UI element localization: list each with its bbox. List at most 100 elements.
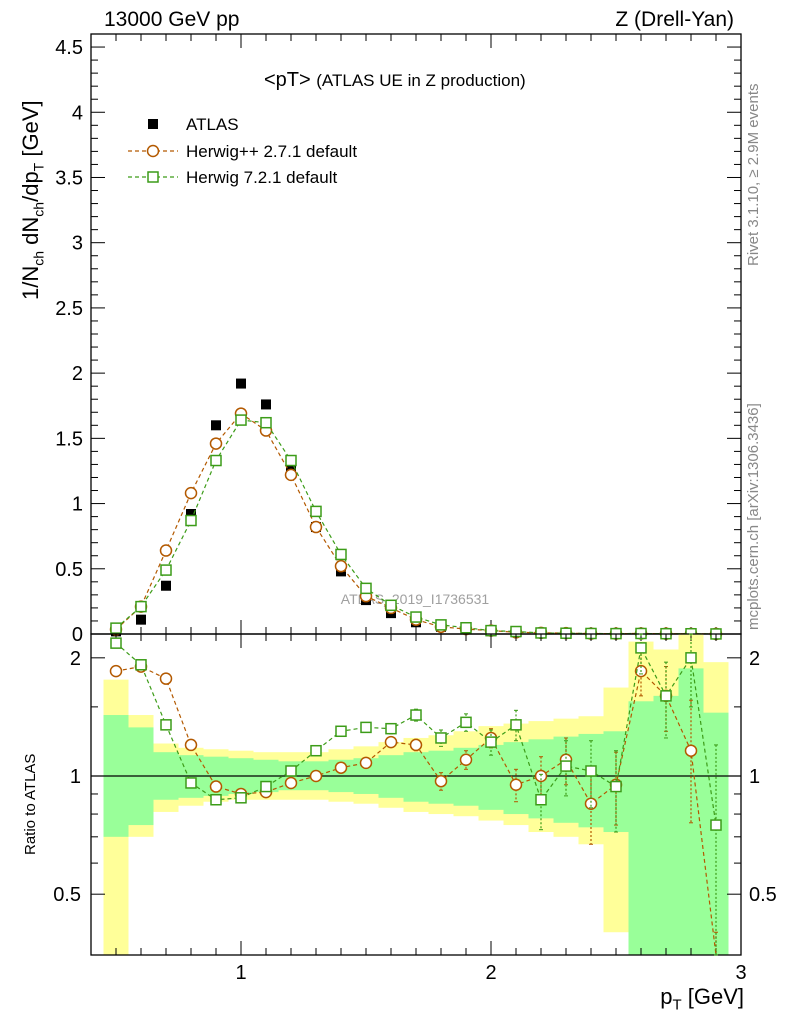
watermark: ATLAS_2019_I1736531 [341, 591, 490, 607]
ratio-data-point [410, 709, 422, 721]
main-y-tick-label: 2 [72, 363, 83, 385]
main-data-point [335, 548, 347, 561]
x-tick-label: 1 [235, 962, 246, 984]
ratio-y-tick-label-right: 1 [749, 766, 760, 788]
ratio-data-point [335, 725, 347, 738]
ratio-data-point [434, 774, 448, 788]
ratio-data-point [210, 794, 222, 806]
main-data-point [310, 505, 322, 518]
ratio-data-point [385, 722, 397, 735]
main-data-point [236, 378, 246, 389]
ratio-y-tick-label: 2 [70, 648, 81, 670]
ratio-data-point [585, 765, 597, 777]
main-data-point [211, 420, 221, 431]
ratio-data-point [285, 765, 297, 777]
main-data-point [161, 580, 171, 591]
ratio-data-point [209, 780, 223, 793]
ratio-data-point [159, 672, 173, 685]
ratio-data-point [384, 735, 398, 749]
ratio-data-point [409, 738, 423, 752]
ratio-y-tick-label-right: 2 [749, 648, 760, 670]
ratio-y-tick-label: 1 [70, 766, 81, 788]
main-data-point [385, 599, 397, 612]
ratio-band-inner [678, 668, 704, 955]
main-data-point [260, 416, 272, 429]
legend-label: Herwig++ 2.7.1 default [186, 142, 357, 161]
x-tick-label: 2 [485, 962, 496, 984]
ratio-data-point [710, 819, 722, 831]
header-left: 13000 GeV pp [104, 8, 240, 31]
main-data-point [235, 414, 247, 426]
chart-title-main: <pT> [264, 69, 316, 91]
main-y-tick-label: 0.5 [55, 559, 83, 581]
ratio-data-point [360, 721, 372, 734]
main-data-point [159, 544, 173, 557]
ratio-data-point [160, 719, 172, 731]
ratio-data-point [310, 744, 322, 757]
legend-label: Herwig 7.2.1 default [186, 168, 337, 187]
ratio-data-point [109, 664, 123, 678]
ratio-data-point [334, 761, 348, 774]
main-data-point [309, 520, 323, 534]
ratio-data-point [635, 642, 647, 654]
ratio-data-point [685, 652, 697, 664]
legend-label: ATLAS [186, 115, 239, 134]
ratio-data-point [610, 780, 622, 793]
main-y-tick-label: 4 [72, 102, 83, 124]
ratio-data-point [509, 778, 523, 792]
main-y-tick-label: 3 [72, 233, 83, 255]
ratio-band-inner [653, 695, 679, 955]
main-y-tick-label: 0 [72, 624, 83, 646]
ratio-data-point [284, 776, 298, 790]
ratio-band-inner [628, 701, 654, 955]
ratio-band-inner [478, 744, 504, 810]
ratio-data-point [485, 736, 497, 748]
x-axis-label: pT [GeV] [660, 984, 744, 1014]
ratio-data-point [309, 769, 323, 783]
main-data-point [284, 468, 298, 482]
main-y-tick-label: 1 [72, 494, 83, 516]
main-data-point [209, 437, 223, 450]
main-data-point [285, 454, 297, 467]
main-y-tick-label: 2.5 [55, 298, 83, 320]
ratio-data-point [135, 659, 147, 671]
main-data-point [160, 564, 172, 576]
main-data-point [334, 559, 348, 573]
ratio-data-point [235, 792, 247, 804]
ratio-data-point [110, 637, 122, 649]
header-right: Z (Drell-Yan) [615, 8, 734, 31]
main-y-tick-label: 4.5 [55, 37, 83, 59]
ratio-data-point [435, 732, 447, 744]
main-data-point [186, 509, 196, 519]
ratio-data-point [660, 690, 672, 702]
ratio-y-axis-label: Ratio to ATLAS [22, 753, 39, 855]
main-data-point [261, 399, 271, 410]
legend-marker [147, 171, 159, 183]
ratio-data-point [560, 760, 572, 772]
ratio-y-tick-label-right: 0.5 [749, 884, 777, 906]
side-label-bottom: mcplots.cern.ch [arXiv:1306.3436] [745, 403, 762, 630]
legend-marker [146, 144, 160, 158]
main-panel: 0 0.5 1 1.5 2 2.5 3 3.5 4 4.5 <pT> (ATLAS UE in Z … [55, 33, 742, 646]
main-data-point [435, 619, 447, 631]
ratio-band-inner [403, 752, 429, 802]
main-data-point [210, 454, 222, 467]
chart-title-sub: (ATLAS UE in Z production) [316, 71, 525, 90]
ratio-data-point [260, 780, 272, 793]
ratio-data-point [459, 753, 473, 767]
main-data-point [136, 614, 146, 625]
main-data-point [110, 622, 122, 634]
ratio-data-point [184, 738, 198, 752]
x-tick-label: 3 [735, 962, 746, 984]
ratio-data-point [460, 716, 472, 729]
main-y-tick-label: 1.5 [55, 428, 83, 450]
ratio-data-point [535, 794, 547, 806]
side-label-top: Rivet 3.1.10, ≥ 2.9M events [745, 83, 762, 267]
legend-marker [148, 119, 158, 129]
main-data-point [286, 463, 296, 474]
ratio-panel: 1 2 3 0.5 0.5 1 1 2 2 [53, 633, 777, 984]
main-data-point [184, 486, 198, 500]
ratio-data-point [684, 744, 698, 757]
main-data-point [135, 600, 147, 613]
